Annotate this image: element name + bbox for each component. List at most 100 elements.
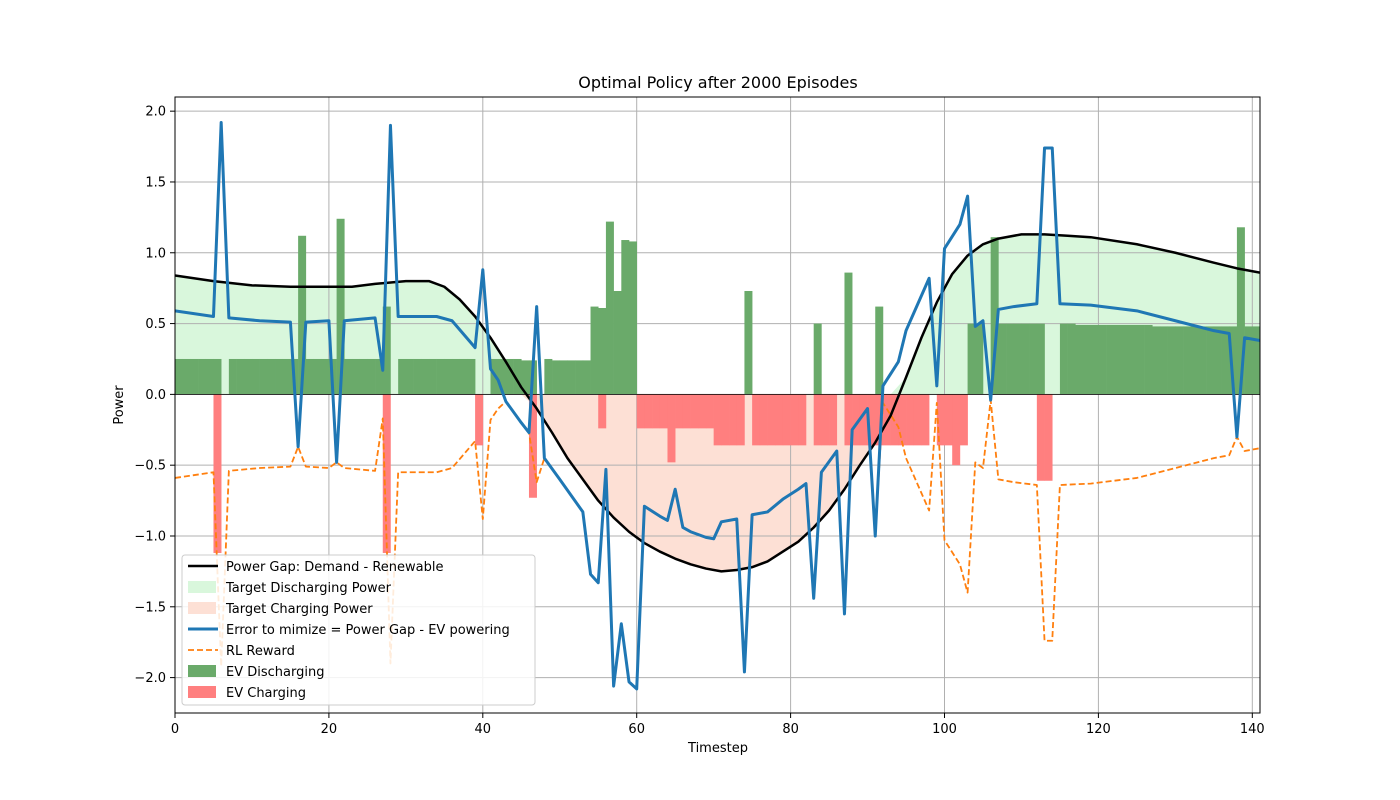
ev-charging-bar: [898, 394, 907, 446]
ev-charging-bar: [598, 394, 607, 429]
y-tick-label: −1.0: [134, 529, 166, 544]
ev-discharging-bar: [1206, 326, 1215, 395]
ev-charging-bar: [1044, 394, 1053, 481]
ev-discharging-bar: [1198, 326, 1207, 395]
y-tick-label: −0.5: [134, 459, 166, 474]
ev-charging-bar: [829, 394, 838, 446]
ev-discharging-bar: [1252, 326, 1260, 395]
ev-discharging-bar: [1190, 326, 1199, 395]
ev-discharging-bar: [375, 358, 384, 395]
x-tick-label: 80: [782, 722, 799, 737]
legend-swatch: [188, 665, 216, 677]
ev-discharging-bar: [267, 358, 276, 395]
ev-discharging-bar: [498, 358, 507, 395]
legend-label: Target Discharging Power: [225, 581, 392, 596]
legend-label: Target Charging Power: [225, 602, 373, 617]
y-tick-label: −2.0: [134, 671, 166, 686]
ev-discharging-bar: [1229, 326, 1238, 395]
x-axis-ticks: 0 20 40 60 80 100 120 140: [171, 713, 1265, 737]
ev-charging-bar: [682, 394, 691, 429]
ev-discharging-bar: [351, 358, 360, 395]
ev-charging-bar: [906, 394, 915, 446]
ev-charging-bar: [775, 394, 784, 446]
x-axis-label: Timestep: [687, 741, 748, 756]
y-tick-label: 2.0: [145, 105, 166, 120]
target-charging-fill: [175, 394, 1260, 572]
x-tick-label: 20: [321, 722, 338, 737]
ev-discharging-bar: [1167, 326, 1176, 395]
ev-discharging-bar: [1221, 326, 1230, 395]
ev-discharging-bar: [1006, 323, 1015, 395]
ev-charging-bar: [736, 394, 745, 446]
ev-discharging-bar: [813, 323, 822, 395]
ev-charging-bar: [936, 394, 945, 446]
ev-discharging-bar: [1098, 324, 1107, 395]
ev-charging-bar: [667, 394, 676, 463]
ev-charging-bar: [875, 394, 884, 446]
ev-discharging-bar: [259, 358, 268, 395]
ev-discharging-bar: [413, 358, 422, 395]
ev-charging-bar: [752, 394, 761, 446]
target-power-fills: [175, 234, 1260, 572]
legend-label: Power Gap: Demand - Renewable: [226, 560, 443, 575]
ev-discharging-bar: [244, 358, 253, 395]
ev-discharging-bar: [175, 358, 183, 395]
ev-charging-bar: [790, 394, 799, 446]
ev-charging-bar: [213, 394, 222, 553]
ev-charging-bar: [813, 394, 822, 446]
ev-discharging-bar: [1106, 324, 1115, 395]
ev-discharging-bar: [629, 241, 638, 395]
ev-discharging-bar: [236, 358, 245, 395]
ev-discharging-bar: [228, 358, 237, 395]
ev-discharging-bar: [436, 358, 445, 395]
ev-charging-bar: [798, 394, 807, 446]
ev-discharging-bar: [367, 358, 376, 395]
ev-discharging-bar: [1067, 323, 1076, 395]
ev-discharging-bar: [552, 360, 561, 395]
ev-discharging-bar: [1152, 326, 1161, 395]
ev-discharging-bar: [459, 358, 468, 395]
y-tick-label: 1.5: [145, 175, 166, 190]
ev-discharging-bar: [990, 237, 999, 395]
ev-discharging-bar: [1090, 324, 1099, 395]
legend-label: Error to mimize = Power Gap - EV powerin…: [226, 623, 510, 638]
legend-swatch: [188, 686, 216, 698]
ev-charging-bar: [952, 394, 961, 466]
ev-charging-bar: [859, 394, 868, 446]
ev-discharging-bar: [544, 358, 553, 395]
ev-charging-bar: [705, 394, 714, 429]
ev-charging-bar: [475, 394, 484, 446]
y-tick-label: −1.5: [134, 600, 166, 615]
ev-discharging-bar: [198, 358, 207, 395]
ev-charging-bar: [528, 394, 537, 498]
ev-charging-bar: [721, 394, 730, 446]
rl-reward-line: [175, 399, 1260, 690]
x-tick-label: 40: [475, 722, 492, 737]
ev-discharging-bar: [1083, 324, 1092, 395]
series-lines: [175, 120, 1260, 691]
ev-discharging-bar: [1113, 324, 1122, 395]
ev-discharging-bar: [621, 240, 630, 395]
ev-discharging-bar: [967, 323, 976, 395]
ev-discharging-bar: [1159, 326, 1168, 395]
ev-discharging-bar: [998, 323, 1007, 395]
legend-entries: Power Gap: Demand - Renewable Target Disc…: [188, 560, 510, 701]
ev-discharging-bar: [1236, 227, 1245, 395]
ev-charging-bar: [636, 394, 645, 429]
plot-frame: [174, 96, 1261, 714]
ev-discharging-bar: [598, 307, 607, 395]
y-axis-label: Power: [112, 385, 127, 425]
ev-discharging-bar: [844, 272, 853, 395]
ev-discharging-bar: [575, 360, 584, 395]
ev-charging-bar: [782, 394, 791, 446]
ev-charging-bar: [944, 394, 953, 446]
x-tick-label: 140: [1240, 722, 1265, 737]
ev-discharging-bar: [275, 358, 284, 395]
ev-discharging-bar: [1183, 326, 1192, 395]
ev-discharging-bar: [521, 360, 530, 395]
ev-discharging-bar: [359, 358, 368, 395]
ev-charging-bar: [844, 394, 853, 446]
legend-label: RL Reward: [226, 644, 295, 659]
ev-discharging-bar: [190, 358, 199, 395]
